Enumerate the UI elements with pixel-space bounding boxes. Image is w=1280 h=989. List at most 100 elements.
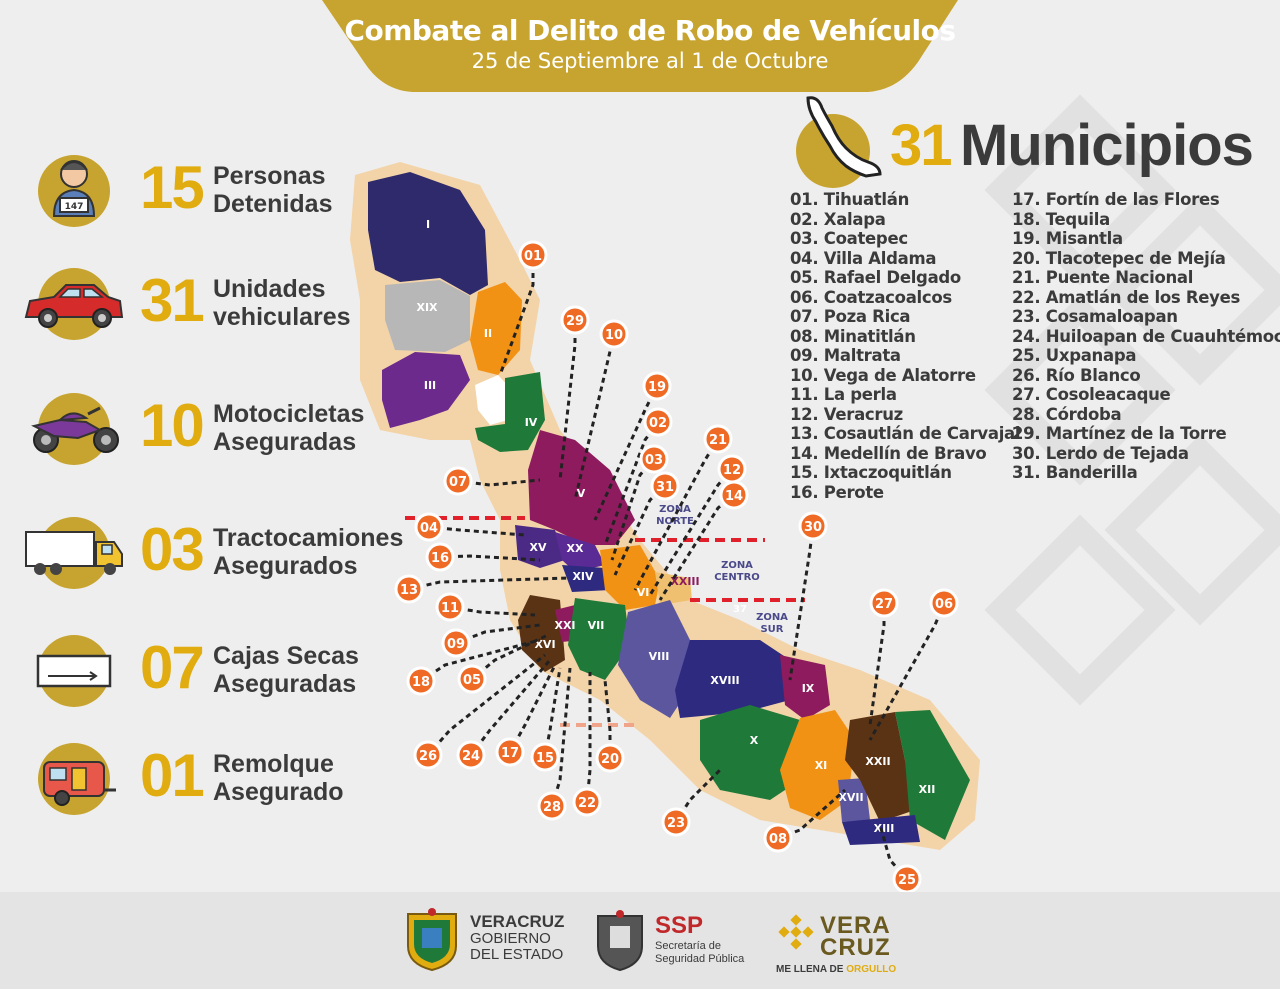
municipio-item: 11. La perla <box>790 385 897 404</box>
marker-connector <box>868 603 886 726</box>
region-label: I <box>426 218 430 231</box>
municipio-marker-22: 22 <box>572 787 602 817</box>
stat-number: 15 <box>140 154 205 221</box>
region-vii <box>568 598 630 680</box>
municipios-header <box>796 96 1226 188</box>
region-label: XVIII <box>710 674 739 687</box>
stat-label: Personas Detenidas <box>213 162 333 218</box>
marker-connector <box>674 768 722 823</box>
municipio-item: 19. Misantla <box>1012 229 1123 248</box>
region-iii <box>382 352 470 428</box>
municipio-marker-25: 25 <box>892 864 922 894</box>
stat-number: 01 <box>140 742 205 809</box>
municipio-item: 23. Cosamaloapan <box>1012 307 1178 326</box>
svg-text:07: 07 <box>449 475 467 490</box>
municipio-marker-10: 10 <box>599 319 629 349</box>
footer-cruz: CRUZ <box>820 934 891 961</box>
municipio-item: 16. Perote <box>790 482 884 502</box>
region-white <box>475 375 512 425</box>
municipio-marker-07: 07 <box>443 466 473 496</box>
municipio-item: 09. Maltrata <box>790 346 901 365</box>
municipio-item: 13. Cosautlán de Carvajal <box>790 424 1021 443</box>
region-label: XIV <box>572 570 594 583</box>
svg-text:30: 30 <box>804 520 822 535</box>
svg-text:05: 05 <box>463 673 481 688</box>
zone-sur-l1: ZONA <box>756 612 788 623</box>
municipio-item: 06. Coatzacoalcos <box>790 287 952 307</box>
stat-label: Remolque Asegurado <box>213 750 344 806</box>
municipio-marker-11: 11 <box>435 592 465 622</box>
municipio-item: 15. Ixtaczoquitlán <box>790 463 952 482</box>
region-label: XX <box>567 542 584 555</box>
municipio-item: 30. Lerdo de Tejada <box>1012 443 1189 463</box>
municipio-item: 29. Martínez de la Torre <box>1012 424 1227 443</box>
region-label: XII <box>919 783 936 796</box>
svg-text:23: 23 <box>667 816 685 831</box>
svg-text:20: 20 <box>601 752 619 767</box>
region-label: III <box>424 379 436 392</box>
region-xv <box>515 525 565 568</box>
region-label: IV <box>525 416 538 429</box>
svg-text:01: 01 <box>524 249 542 264</box>
stat-number: 10 <box>140 392 205 459</box>
stat-number: 31 <box>140 267 205 334</box>
stat-label: Motocicletas Aseguradas <box>213 400 365 456</box>
municipio-item: 20. Tlacotepec de Mejía <box>1012 248 1226 268</box>
footer-slogan: ME LLENA DE ORGULLO <box>776 964 897 975</box>
municipio-marker-13: 13 <box>394 574 424 604</box>
municipio-item: 24. Huiloapan de Cuauhtémoc <box>1012 326 1280 346</box>
municipio-marker-14: 14 <box>719 480 749 510</box>
zone-norte-l1: ZONA <box>659 504 691 515</box>
region-label: X <box>750 734 759 747</box>
zone-sur-l2: SUR <box>760 624 783 635</box>
municipio-item: 25. Uxpanapa <box>1012 346 1137 365</box>
municipio-marker-26: 26 <box>413 740 443 770</box>
cargo-box-icon <box>36 654 112 688</box>
region-label: VIII <box>649 650 670 663</box>
truck-icon <box>25 531 123 575</box>
svg-text:06: 06 <box>935 597 953 612</box>
municipio-marker-20: 20 <box>595 743 625 773</box>
region-label: VII <box>588 619 605 632</box>
municipio-marker-24: 24 <box>456 740 486 770</box>
region-v <box>528 430 635 545</box>
region-label: XXIII <box>670 575 699 588</box>
svg-text:22: 22 <box>578 796 596 811</box>
municipio-item: 22. Amatlán de los Reyes <box>1012 287 1241 307</box>
municipio-marker-27: 27 <box>869 588 899 618</box>
region-xxiii <box>655 572 692 605</box>
ssp-shield-icon <box>597 910 643 972</box>
svg-text:10: 10 <box>605 328 623 343</box>
region-label: XV <box>530 541 547 554</box>
region-xx <box>555 532 605 572</box>
page-subtitle: 25 de Septiembre al 1 de Octubre <box>471 49 829 73</box>
svg-text:08: 08 <box>769 832 787 847</box>
svg-text:21: 21 <box>709 433 727 448</box>
municipios-label: Municipios <box>960 113 1254 178</box>
background-pattern <box>984 94 1280 706</box>
svg-text:18: 18 <box>412 675 430 690</box>
municipio-item: 07. Poza Rica <box>790 307 911 326</box>
municipio-marker-01: 01 <box>518 240 548 270</box>
stat-label: Unidades vehiculares <box>213 275 351 331</box>
header-banner <box>322 0 958 92</box>
marker-connector <box>426 653 546 756</box>
municipio-marker-16: 16 <box>425 542 455 572</box>
municipio-item: 21. Puente Nacional <box>1012 268 1194 287</box>
svg-text:25: 25 <box>898 873 916 888</box>
footer-del-estado: DEL ESTADO <box>470 946 564 963</box>
municipio-item: 27. Cosoleacaque <box>1012 385 1171 404</box>
region-label: II <box>484 327 492 340</box>
region-xi <box>780 710 855 820</box>
region-x <box>700 705 800 800</box>
municipio-item: 31. Banderilla <box>1012 463 1138 482</box>
municipio-item: 28. Córdoba <box>1012 404 1122 424</box>
svg-text:26: 26 <box>419 749 437 764</box>
svg-text:02: 02 <box>649 416 667 431</box>
municipios-list-2: 17. Fortín de las Flores 18. Tequila 19. M… <box>1012 190 1280 483</box>
region-xii <box>895 710 970 840</box>
page-title: Combate al Delito de Robo de Vehículos <box>344 14 956 47</box>
footer: VERACRUZ GOBIERNO DEL ESTADO SSP Secreta… <box>0 892 1280 989</box>
municipio-marker-08: 08 <box>763 823 793 853</box>
footer-vera: VERA <box>820 912 891 939</box>
